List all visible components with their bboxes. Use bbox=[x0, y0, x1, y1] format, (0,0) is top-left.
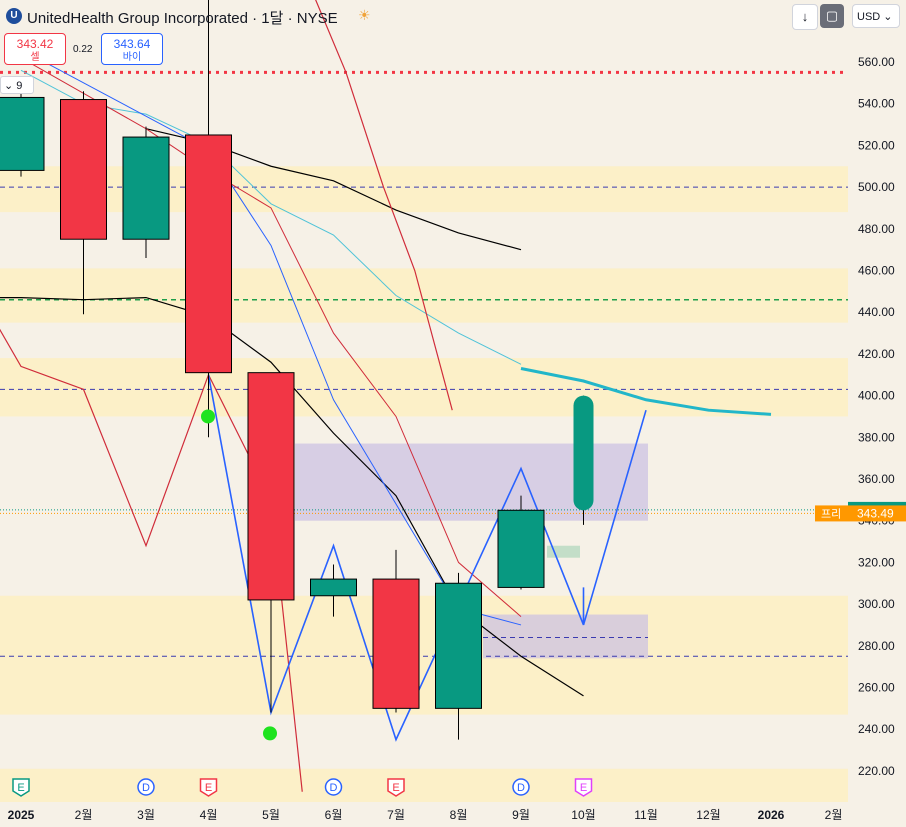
currency-select[interactable]: USD ⌄ bbox=[852, 4, 900, 28]
support-zone-1 bbox=[0, 268, 848, 323]
symbol-logo-icon: U bbox=[6, 8, 22, 24]
y-tick-label: 260.00 bbox=[858, 681, 895, 695]
buy-button[interactable]: 343.64 바이 bbox=[101, 33, 163, 65]
candle-body-2025-03 bbox=[122, 136, 170, 240]
x-tick-label: 10월 bbox=[571, 808, 595, 822]
earnings-marker bbox=[574, 778, 593, 797]
y-tick-label: 240.00 bbox=[858, 722, 895, 736]
support-zone-3 bbox=[0, 595, 848, 715]
indicator-count: 9 bbox=[16, 80, 23, 92]
chart-title[interactable]: UnitedHealth Group Incorporated · 1달 · N… bbox=[27, 10, 338, 27]
x-tick-label: 6월 bbox=[325, 808, 343, 822]
projection-up-arrow bbox=[582, 409, 647, 626]
dividend-marker bbox=[512, 778, 530, 796]
arrow-down-icon[interactable]: ↓ bbox=[792, 4, 818, 30]
candle-body-2025-07 bbox=[372, 578, 420, 709]
x-tick-label: 8월 bbox=[450, 808, 468, 822]
buy-signal-dot bbox=[201, 409, 215, 424]
x-tick-label: 7월 bbox=[387, 808, 405, 822]
earnings-marker bbox=[199, 778, 218, 797]
candle-body-2025-01 bbox=[0, 96, 45, 171]
y-tick-label: 360.00 bbox=[858, 472, 895, 486]
support-zone-4 bbox=[0, 768, 848, 803]
event-marker-label: E bbox=[17, 782, 24, 794]
dividend-marker bbox=[137, 778, 155, 796]
dividend-marker bbox=[324, 778, 343, 796]
y-tick-label: 460.00 bbox=[858, 264, 895, 278]
sell-price: 343.42 bbox=[16, 37, 54, 51]
y-tick-label: 480.00 bbox=[858, 222, 895, 236]
price-label-value: 343.49 bbox=[857, 506, 894, 520]
ma-cyan-projection bbox=[520, 367, 772, 416]
x-tick-label: 5월 bbox=[262, 808, 280, 822]
resistance-box bbox=[295, 443, 648, 521]
x-tick-label: 9월 bbox=[512, 808, 530, 822]
y-tick-label: 280.00 bbox=[858, 639, 895, 653]
square-icon[interactable]: ▢ bbox=[820, 4, 844, 28]
y-tick-label: 560.00 bbox=[858, 55, 895, 69]
price-label-tag: 프리 bbox=[821, 507, 841, 520]
event-marker-label: D bbox=[142, 782, 150, 794]
x-tick-label: 12월 bbox=[696, 808, 720, 822]
time-axis-bg bbox=[0, 802, 906, 827]
y-tick-label: 500.00 bbox=[858, 180, 895, 194]
buy-label: 바이 bbox=[122, 52, 142, 63]
y-tick-label: 420.00 bbox=[858, 347, 895, 361]
event-marker-label: D bbox=[517, 782, 525, 794]
event-marker-label: D bbox=[330, 782, 338, 794]
candle-body-2025-10 bbox=[573, 395, 594, 511]
x-tick-label: 2025 bbox=[8, 808, 35, 822]
x-tick-label: 3월 bbox=[137, 808, 155, 822]
chevron-down-icon: ⌄ bbox=[4, 80, 14, 92]
y-tick-label: 300.00 bbox=[858, 597, 895, 611]
buy-price: 343.64 bbox=[113, 37, 151, 51]
currency-label: USD bbox=[857, 11, 881, 23]
candle-body-2025-04 bbox=[185, 134, 232, 374]
y-tick-label: 380.00 bbox=[858, 430, 895, 444]
candle-body-2025-06 bbox=[310, 578, 357, 597]
y-tick-label: 520.00 bbox=[858, 138, 895, 152]
buy-signal-dot bbox=[263, 726, 277, 741]
event-marker-label: E bbox=[205, 782, 212, 794]
x-tick-label: 4월 bbox=[200, 808, 218, 822]
price-label-bg bbox=[815, 505, 906, 522]
event-marker-label: E bbox=[392, 782, 399, 794]
sell-label: 셀 bbox=[30, 52, 40, 63]
event-marker-label: E bbox=[580, 782, 587, 794]
earnings-marker bbox=[12, 778, 30, 797]
y-tick-label: 540.00 bbox=[858, 97, 895, 111]
y-tick-label: 440.00 bbox=[858, 305, 895, 319]
x-tick-label: 2월 bbox=[75, 808, 93, 822]
y-tick-label: 400.00 bbox=[858, 389, 895, 403]
y-tick-label: 220.00 bbox=[858, 764, 895, 778]
ma-blue bbox=[20, 49, 522, 626]
candle-body-2025-02 bbox=[60, 99, 107, 240]
steep-red-line bbox=[315, 0, 453, 411]
candle-body-2025-05 bbox=[247, 372, 295, 601]
x-tick-label: 2월 bbox=[825, 808, 843, 822]
sell-button[interactable]: 343.42 셀 bbox=[4, 33, 66, 65]
x-tick-label: 11월 bbox=[634, 808, 658, 822]
candle-body-2025-08 bbox=[435, 582, 482, 709]
sun-icon: ☀ bbox=[358, 7, 371, 23]
price-axis-bg bbox=[848, 0, 906, 827]
x-tick-label: 2026 bbox=[758, 808, 785, 822]
chevron-down-icon: ⌄ bbox=[883, 11, 893, 23]
earnings-marker bbox=[387, 778, 405, 797]
y-tick-label: 320.00 bbox=[858, 555, 895, 569]
indicator-collapse-button[interactable]: ⌄ 9 bbox=[0, 76, 34, 94]
projection-zigzag bbox=[207, 374, 585, 742]
spread-value: 0.22 bbox=[73, 44, 93, 55]
support-zone-2 bbox=[0, 358, 848, 417]
candle-body-2025-09 bbox=[497, 509, 545, 588]
